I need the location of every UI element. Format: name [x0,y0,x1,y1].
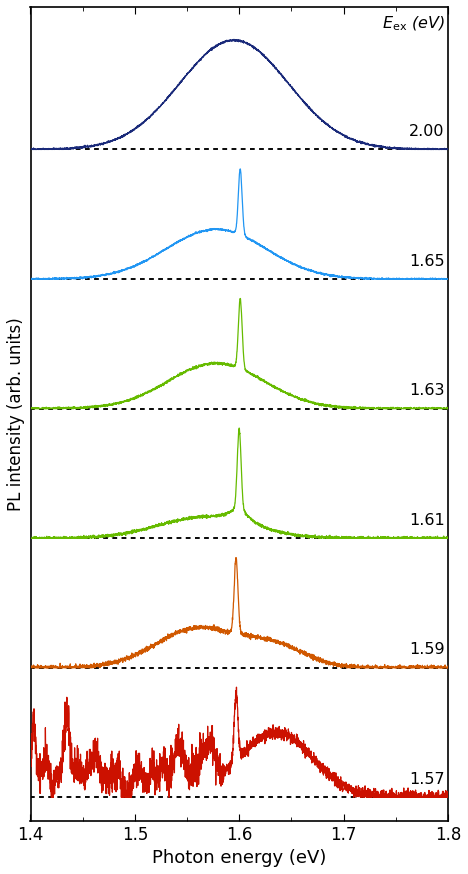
Text: 1.61: 1.61 [409,513,445,528]
Text: $E_\mathrm{ex}$ (eV): $E_\mathrm{ex}$ (eV) [382,15,445,33]
Text: 1.65: 1.65 [409,253,445,268]
Text: 2.00: 2.00 [409,124,445,139]
Text: 1.59: 1.59 [409,642,445,657]
Y-axis label: PL intensity (arb. units): PL intensity (arb. units) [7,317,25,510]
Text: 1.63: 1.63 [409,383,445,399]
Text: 1.57: 1.57 [409,772,445,787]
X-axis label: Photon energy (eV): Photon energy (eV) [152,849,326,867]
